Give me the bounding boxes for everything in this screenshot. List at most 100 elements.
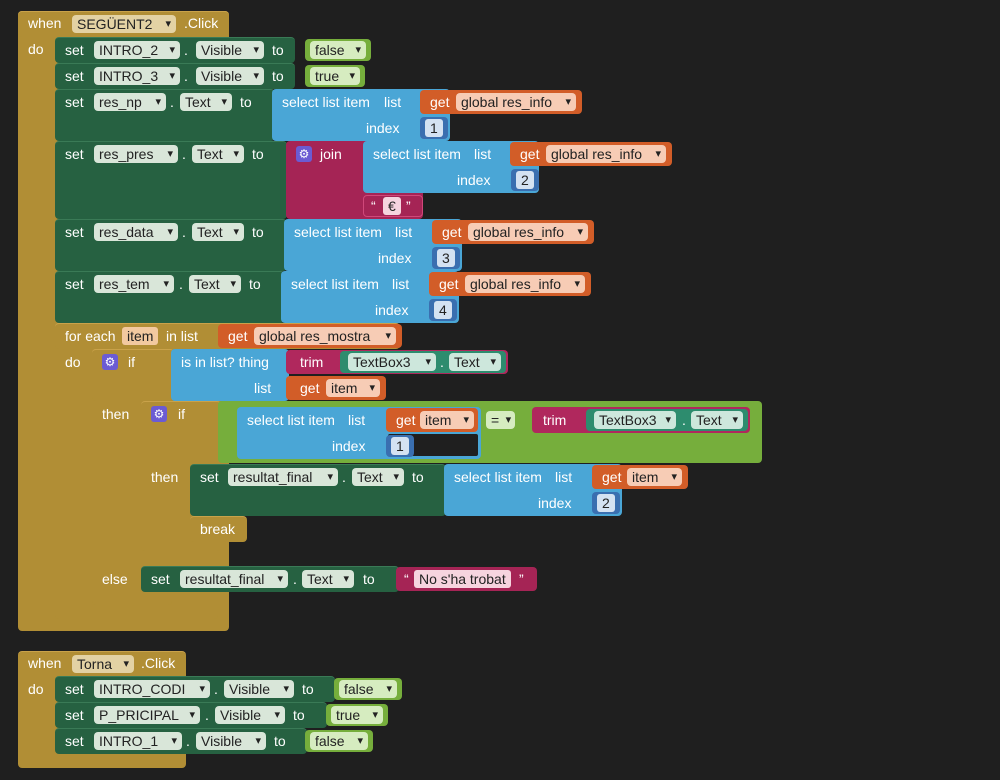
property-dropdown[interactable]: Visible: [224, 680, 294, 698]
number-input[interactable]: 1: [391, 437, 409, 455]
dot-label: .: [342, 469, 346, 485]
then-label: then: [151, 469, 179, 485]
to-label: to: [272, 68, 284, 84]
set-label: set: [65, 276, 84, 292]
quote-close: ”: [406, 198, 411, 214]
dot-label: .: [182, 224, 186, 240]
dot-label: .: [182, 146, 186, 162]
dot-label: .: [293, 571, 297, 587]
boolean-dropdown[interactable]: true: [331, 706, 383, 724]
number-input[interactable]: 3: [437, 249, 455, 267]
number-input[interactable]: 1: [425, 119, 443, 137]
gear-icon[interactable]: ⚙: [102, 354, 118, 370]
text-input[interactable]: No s'ha trobat: [414, 570, 511, 588]
set-label: set: [65, 681, 84, 697]
list-label: list: [392, 276, 410, 292]
component-dropdown[interactable]: INTRO_3: [94, 67, 180, 85]
component-dropdown[interactable]: resultat_final: [180, 570, 288, 588]
loop-variable-name[interactable]: item: [122, 327, 159, 345]
component-dropdown[interactable]: P_PRICIPAL: [94, 706, 200, 724]
select-list-item-label: select list item: [373, 146, 461, 162]
dot-label: .: [186, 733, 190, 749]
property-dropdown[interactable]: Visible: [196, 67, 264, 85]
set-label: set: [65, 42, 84, 58]
property-dropdown[interactable]: Text: [192, 145, 244, 163]
variable-dropdown[interactable]: global res_info: [456, 93, 576, 111]
boolean-dropdown[interactable]: true: [310, 67, 360, 85]
operator-dropdown[interactable]: =: [486, 411, 516, 429]
dot-label: .: [682, 412, 686, 428]
select-list-item-block[interactable]: [363, 141, 539, 193]
property-dropdown[interactable]: Text: [180, 93, 232, 111]
click-label: .Click: [141, 655, 176, 671]
do-label: do: [28, 681, 44, 697]
to-label: to: [249, 276, 261, 292]
variable-dropdown[interactable]: global res_info: [468, 223, 588, 241]
variable-dropdown[interactable]: item: [326, 379, 380, 397]
dot-label: .: [179, 276, 183, 292]
component-dropdown[interactable]: res_data: [94, 223, 178, 241]
select-list-item-label: select list item: [247, 412, 335, 428]
property-dropdown[interactable]: Text: [189, 275, 241, 293]
when-label: when: [28, 655, 62, 671]
do-label: do: [65, 354, 81, 370]
get-label: get: [520, 146, 540, 162]
component-dropdown[interactable]: res_np: [94, 93, 166, 111]
select-list-item-label: select list item: [291, 276, 379, 292]
get-label: get: [300, 380, 320, 396]
dot-label: .: [205, 707, 209, 723]
quote-close: ”: [519, 571, 524, 587]
property-dropdown[interactable]: Text: [352, 468, 404, 486]
property-dropdown[interactable]: Text: [302, 570, 354, 588]
index-label: index: [332, 438, 366, 454]
list-label: list: [555, 469, 573, 485]
property-dropdown[interactable]: Visible: [196, 41, 264, 59]
variable-dropdown[interactable]: global res_info: [546, 145, 666, 163]
component-dropdown[interactable]: TextBox3: [594, 411, 676, 429]
component-dropdown[interactable]: resultat_final: [228, 468, 338, 486]
property-dropdown[interactable]: Text: [192, 223, 244, 241]
number-input[interactable]: 4: [434, 301, 452, 319]
to-label: to: [272, 42, 284, 58]
list-label: list: [348, 412, 366, 428]
boolean-dropdown[interactable]: false: [310, 41, 366, 59]
variable-dropdown[interactable]: item: [420, 411, 474, 429]
gear-icon[interactable]: ⚙: [296, 146, 312, 162]
property-dropdown[interactable]: Text: [691, 411, 743, 429]
is-in-list-block[interactable]: [171, 349, 289, 401]
variable-dropdown[interactable]: item: [627, 468, 682, 486]
if-label: if: [128, 354, 135, 370]
list-label: list: [395, 224, 413, 240]
property-dropdown[interactable]: Text: [449, 353, 501, 371]
dot-label: .: [184, 42, 188, 58]
event-component-dropdown[interactable]: Torna: [72, 655, 134, 673]
number-input[interactable]: 2: [597, 494, 615, 512]
component-dropdown[interactable]: res_tem: [94, 275, 174, 293]
select-list-item-label: select list item: [282, 94, 370, 110]
index-label: index: [375, 302, 409, 318]
variable-dropdown[interactable]: global res_info: [465, 275, 585, 293]
variable-dropdown[interactable]: global res_mostra: [254, 327, 396, 345]
get-label: get: [442, 224, 462, 240]
trim-label: trim: [543, 412, 567, 428]
break-block[interactable]: [190, 516, 247, 542]
number-input[interactable]: 2: [516, 171, 534, 189]
to-label: to: [252, 146, 264, 162]
boolean-dropdown[interactable]: false: [310, 732, 368, 750]
get-label: get: [396, 412, 416, 428]
quote-open: “: [371, 198, 376, 214]
boolean-dropdown[interactable]: false: [339, 680, 397, 698]
gear-icon[interactable]: ⚙: [151, 406, 167, 422]
list-label: list: [254, 380, 272, 396]
event-component-dropdown[interactable]: SEGÜENT2: [72, 15, 176, 33]
property-dropdown[interactable]: Visible: [215, 706, 285, 724]
component-dropdown[interactable]: INTRO_CODI: [94, 680, 210, 698]
property-dropdown[interactable]: Visible: [196, 732, 266, 750]
component-dropdown[interactable]: INTRO_1: [94, 732, 182, 750]
component-dropdown[interactable]: res_pres: [94, 145, 178, 163]
click-label: .Click: [184, 15, 219, 31]
component-dropdown[interactable]: TextBox3: [348, 353, 436, 371]
to-label: to: [252, 224, 264, 240]
component-dropdown[interactable]: INTRO_2: [94, 41, 180, 59]
text-input[interactable]: €: [383, 197, 401, 215]
